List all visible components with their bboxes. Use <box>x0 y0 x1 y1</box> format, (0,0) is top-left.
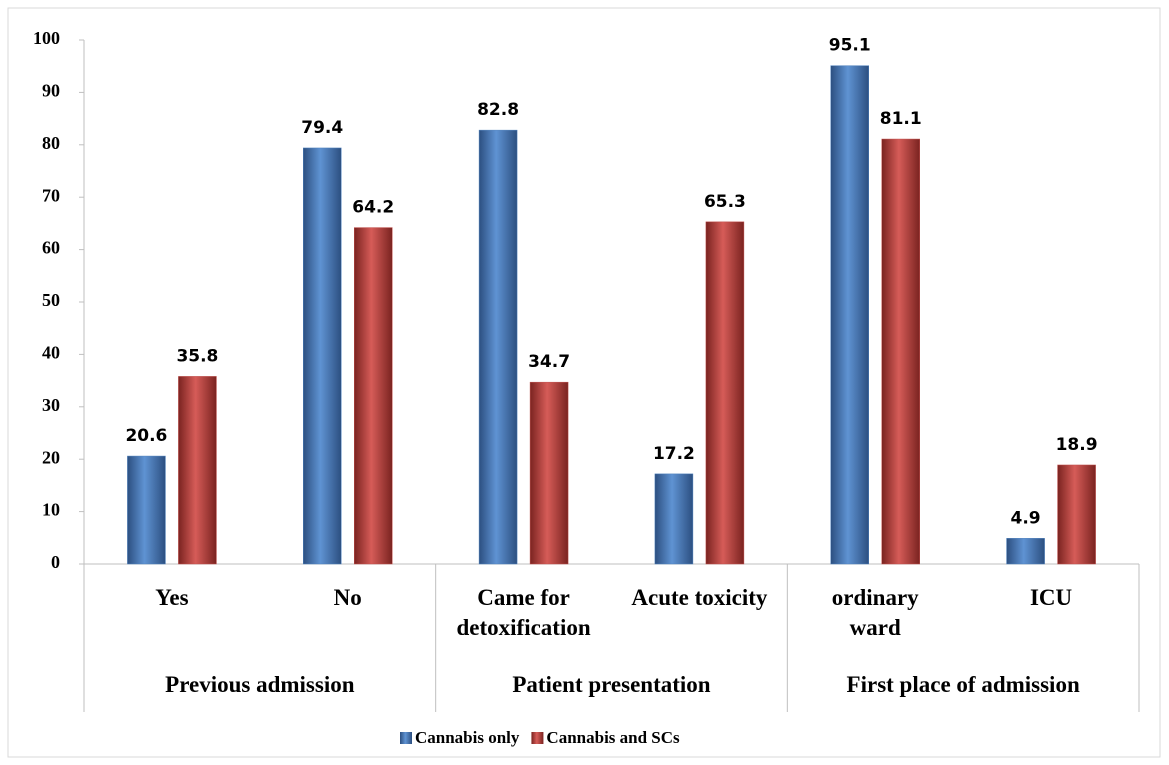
x-tick-label: ordinary ward <box>831 585 919 640</box>
legend-swatch <box>400 732 412 744</box>
bar <box>354 227 393 565</box>
group-label: First place of admission <box>846 672 1080 697</box>
y-tick-label: 70 <box>42 185 60 205</box>
data-label: 81.1 <box>880 109 922 129</box>
data-label: 20.6 <box>125 426 167 446</box>
y-tick-label: 80 <box>42 133 60 153</box>
y-tick-label: 50 <box>42 290 60 310</box>
data-label: 65.3 <box>704 192 746 212</box>
legend-label: Cannabis only <box>415 728 520 747</box>
y-tick-label: 0 <box>51 552 60 572</box>
x-tick-label: Yes <box>155 585 189 610</box>
data-label: 17.2 <box>653 444 695 464</box>
bar <box>529 381 569 565</box>
x-tick-label: No <box>333 585 362 610</box>
data-label: 4.9 <box>1011 508 1041 528</box>
bar <box>654 473 694 565</box>
y-tick-label: 100 <box>33 28 60 48</box>
bar <box>178 376 217 565</box>
bar <box>1006 538 1045 565</box>
frame <box>7 7 1161 758</box>
data-label: 35.8 <box>176 346 218 366</box>
group-label: Previous admission <box>165 672 355 697</box>
bar <box>1057 464 1096 565</box>
bar <box>478 129 518 565</box>
y-tick-label: 10 <box>42 500 60 520</box>
y-tick-label: 90 <box>42 81 60 101</box>
data-label: 79.4 <box>301 118 343 138</box>
legend-label: Cannabis and SCs <box>546 728 680 747</box>
x-tick-label: Came for detoxification <box>456 585 591 640</box>
bar <box>881 138 920 565</box>
y-tick-label: 20 <box>42 447 60 467</box>
bar <box>830 65 869 565</box>
data-label: 18.9 <box>1056 435 1098 455</box>
y-tick-label: 40 <box>42 343 60 363</box>
bar <box>705 221 745 565</box>
y-tick-label: 30 <box>42 395 60 415</box>
data-label: 95.1 <box>829 36 871 56</box>
x-tick-label: Acute toxicity <box>631 585 768 610</box>
x-tick-label: ICU <box>1029 585 1073 610</box>
data-label: 34.7 <box>528 352 570 372</box>
legend-swatch <box>531 732 544 744</box>
group-label: Patient presentation <box>512 672 711 697</box>
data-label: 64.2 <box>352 198 394 218</box>
y-tick-label: 60 <box>42 238 60 258</box>
bar <box>303 147 342 565</box>
data-label: 82.8 <box>477 100 519 120</box>
bar <box>127 455 166 565</box>
